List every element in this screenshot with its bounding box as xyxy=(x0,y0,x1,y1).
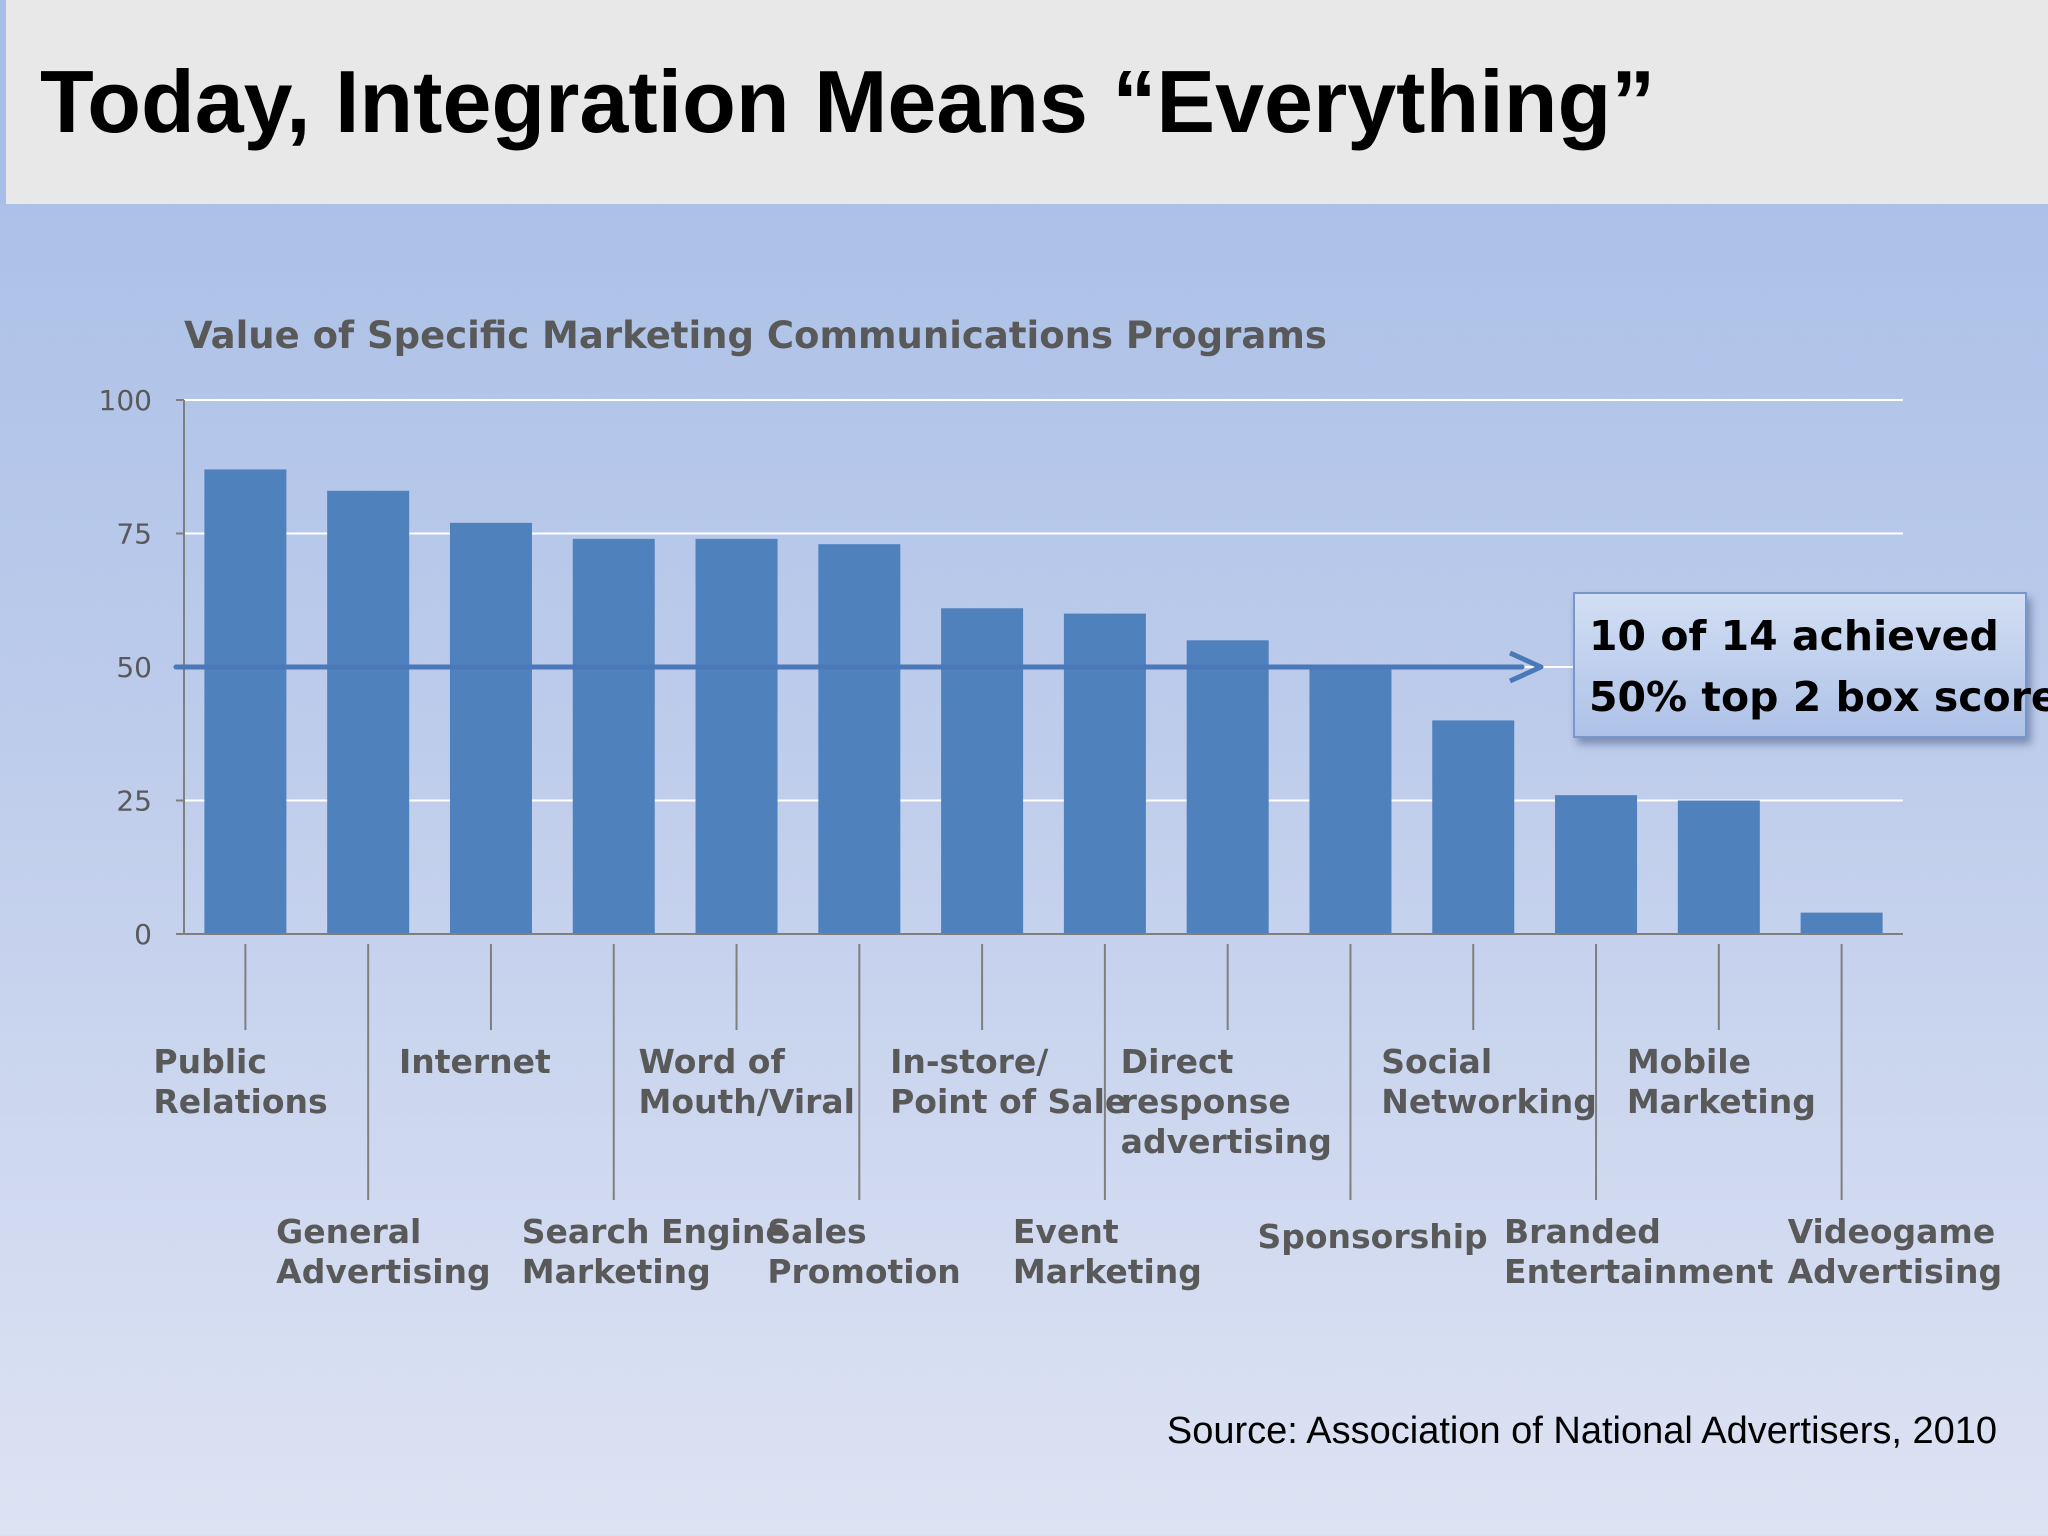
category-label-line: Search Engine xyxy=(522,1212,788,1251)
category-label-line: Sponsorship xyxy=(1257,1217,1487,1256)
category-label-line: Relations xyxy=(153,1082,327,1121)
category-label: Event Marketing xyxy=(1013,1212,1202,1291)
category-label-line: Mouth/Viral xyxy=(639,1082,855,1121)
category-label-line: Networking xyxy=(1381,1082,1597,1121)
category-label-line: Event xyxy=(1013,1212,1119,1251)
bar xyxy=(327,490,410,934)
category-label: Internet xyxy=(399,1042,551,1081)
category-label-line: Marketing xyxy=(522,1252,711,1291)
category-label-line: Advertising xyxy=(276,1252,490,1291)
category-label-line: Public xyxy=(153,1042,267,1081)
category-label-line: Advertising xyxy=(1788,1252,2002,1291)
category-label: Mobile Marketing xyxy=(1627,1042,1816,1121)
y-tick-label: 0 xyxy=(134,918,152,951)
category-label-line: Marketing xyxy=(1627,1082,1816,1121)
category-label: General Advertising xyxy=(276,1212,490,1291)
y-tick-label: 50 xyxy=(116,651,152,684)
category-label: In-store/Point of Sale xyxy=(890,1042,1127,1121)
bar xyxy=(204,469,287,934)
category-label: Direct response advertising xyxy=(1121,1042,1332,1161)
category-label: Public Relations xyxy=(153,1042,327,1121)
category-label-line: advertising xyxy=(1121,1122,1332,1161)
bar xyxy=(1555,795,1638,934)
source-note: Source: Association of National Advertis… xyxy=(1166,1410,1997,1452)
bar xyxy=(572,538,655,934)
bar xyxy=(1677,800,1760,934)
category-label-line: Entertainment xyxy=(1504,1252,1774,1291)
bar xyxy=(818,544,901,934)
category-label-line: Point of Sale xyxy=(890,1082,1127,1121)
y-tick-label: 25 xyxy=(116,785,152,818)
category-label: Sales Promotion xyxy=(767,1212,960,1291)
category-label-line: Direct xyxy=(1121,1042,1234,1081)
category-label-line: Mobile xyxy=(1627,1042,1751,1081)
y-tick-label: 75 xyxy=(116,518,152,551)
category-label-line: Promotion xyxy=(767,1252,960,1291)
category-label: Sponsorship xyxy=(1257,1217,1487,1256)
callout-line-2: 50% top 2 box score xyxy=(1589,673,2048,721)
bar xyxy=(449,522,532,934)
category-label-line: Word of xyxy=(639,1042,786,1081)
category-label: Word of Mouth/Viral xyxy=(639,1042,855,1121)
category-label: Branded Entertainment xyxy=(1504,1212,1774,1291)
callout-box: 10 of 14 achieved 50% top 2 box score xyxy=(1573,592,2048,738)
chart-title: Value of Specific Marketing Communicatio… xyxy=(184,314,1327,357)
category-label-line: Videogame xyxy=(1788,1212,1996,1251)
bar xyxy=(1186,640,1269,934)
title-bar: Today, Integration Means “Everything” xyxy=(6,0,2048,204)
y-tick-label: 100 xyxy=(99,384,152,417)
category-label: Videogame Advertising xyxy=(1788,1212,2002,1291)
category-label-line: Marketing xyxy=(1013,1252,1202,1291)
bar xyxy=(695,538,778,934)
bar xyxy=(1800,912,1883,934)
category-label-line: Internet xyxy=(399,1042,551,1081)
bar xyxy=(941,608,1024,934)
slide-title: Today, Integration Means “Everything” xyxy=(40,52,1656,151)
bar xyxy=(1063,613,1146,934)
category-label-line: Branded xyxy=(1504,1212,1661,1251)
category-label-line: In-store/ xyxy=(890,1042,1049,1081)
category-label: Search Engine Marketing xyxy=(522,1212,788,1291)
reference-arrow-head xyxy=(1508,650,1544,684)
category-label: Social Networking xyxy=(1381,1042,1597,1121)
category-label-line: Social xyxy=(1381,1042,1492,1081)
category-label-line: General xyxy=(276,1212,421,1251)
callout-line-1: 10 of 14 achieved xyxy=(1589,612,1999,660)
header-accent-stripe xyxy=(0,0,6,204)
bar xyxy=(1309,667,1392,934)
category-label-line: Sales xyxy=(767,1212,866,1251)
category-label-line: response xyxy=(1121,1082,1291,1121)
bar xyxy=(1432,720,1515,934)
